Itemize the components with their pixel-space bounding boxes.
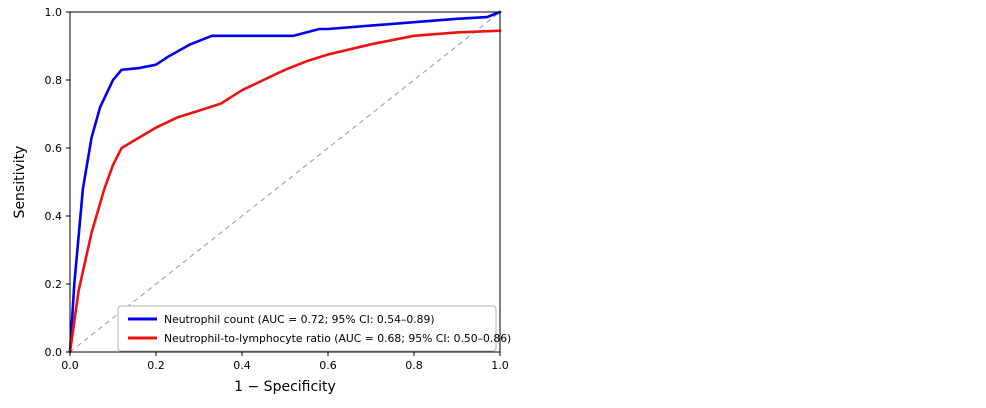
svg-text:0.8: 0.8	[45, 74, 63, 87]
x-axis-label: 1 − Specificity	[234, 379, 336, 395]
chance-diagonal-line	[69, 11, 501, 353]
svg-text:0.2: 0.2	[45, 278, 63, 291]
svg-text:1.0: 1.0	[491, 359, 509, 372]
svg-text:0.2: 0.2	[147, 359, 165, 372]
svg-text:0.4: 0.4	[233, 359, 251, 372]
legend-label-neutrophil-count: Neutrophil count (AUC = 0.72; 95% CI: 0.…	[164, 313, 435, 326]
legend: Neutrophil count (AUC = 0.72; 95% CI: 0.…	[117, 305, 511, 352]
svg-text:0.6: 0.6	[45, 142, 63, 155]
axis-ticks: 0.0 0.2 0.4 0.6 0.8 1.0 0.0 0.2 0.4 0.6 0.8 1.0	[45, 6, 509, 372]
y-axis-label: Sensitivity	[12, 146, 28, 219]
svg-text:0.4: 0.4	[45, 210, 63, 223]
legend-box	[117, 305, 497, 352]
svg-text:0.0: 0.0	[61, 359, 79, 372]
plot-frame	[69, 11, 501, 353]
svg-text:0.0: 0.0	[45, 346, 63, 359]
svg-text:0.8: 0.8	[405, 359, 423, 372]
svg-text:1.0: 1.0	[45, 6, 63, 19]
roc-curves	[68, 10, 502, 354]
legend-label-nl-ratio: Neutrophil-to-lymphocyte ratio (AUC = 0.…	[164, 332, 511, 345]
svg-text:0.6: 0.6	[319, 359, 337, 372]
